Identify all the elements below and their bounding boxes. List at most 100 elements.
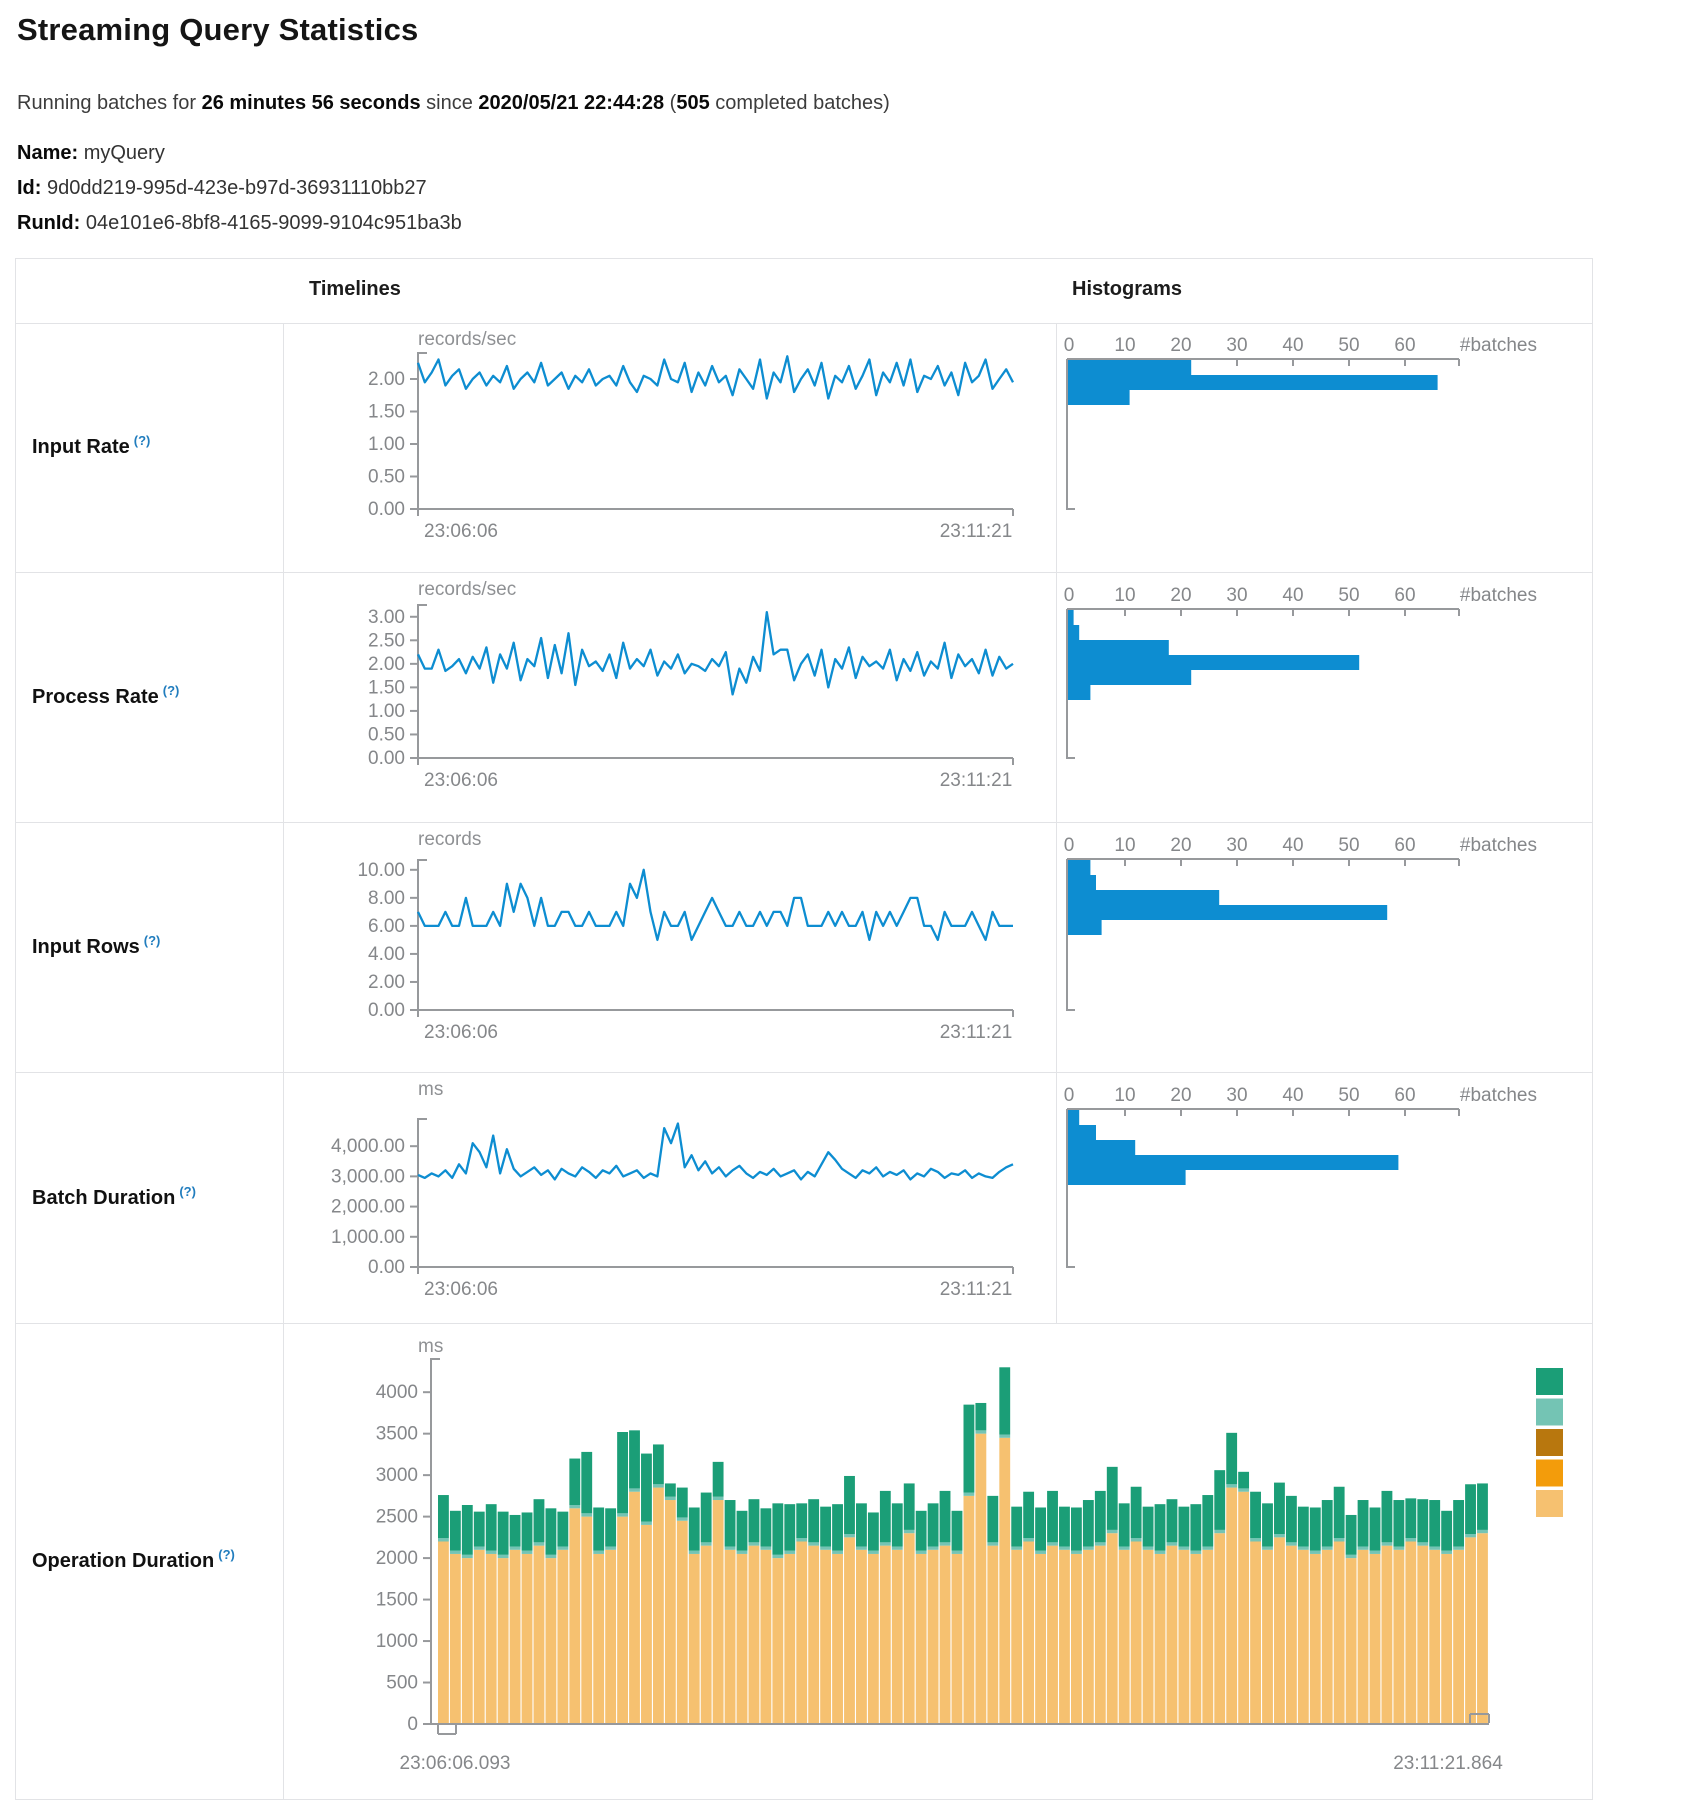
operation-duration-chart-cell: ms 4000 3500 3000 2500 2000 1500 1000 500 0 23:06:… (283, 1324, 1592, 1799)
process-rate-timeline-cell: records/sec 3.00 2.50 2.00 1.50 1.00 0.50 0.00 2… (283, 573, 1056, 822)
svg-text:40: 40 (1282, 1085, 1303, 1106)
operation-duration-stacked-chart: ms 4000 3500 3000 2500 2000 1500 1000 500 0 23:06:… (376, 1336, 1563, 1774)
running-batches-summary: Running batches for 26 minutes 56 second… (17, 92, 890, 115)
svg-text:0.50: 0.50 (368, 467, 405, 488)
svg-text:2.00: 2.00 (368, 369, 405, 390)
timelines-column-header: Timelines (309, 278, 401, 300)
svg-text:23:11:21: 23:11:21 (940, 770, 1013, 791)
svg-text:2500: 2500 (376, 1507, 418, 1528)
input-rate-histogram-chart: 0 10 20 30 40 50 60 #batches (1064, 335, 1537, 510)
svg-text:23:06:06: 23:06:06 (424, 770, 498, 791)
svg-text:4000: 4000 (376, 1382, 418, 1403)
svg-text:4.00: 4.00 (368, 944, 405, 965)
operation-duration-help-icon[interactable]: (?) (218, 1547, 235, 1562)
svg-text:0: 0 (407, 1714, 418, 1735)
svg-text:10: 10 (1114, 585, 1135, 606)
batch-duration-histogram-chart: 0 10 20 30 40 50 60 #batches (1064, 1085, 1537, 1268)
svg-text:6.00: 6.00 (368, 916, 405, 937)
query-name-row: Name: myQuery (17, 136, 462, 171)
svg-text:20: 20 (1170, 1085, 1191, 1106)
svg-text:3500: 3500 (376, 1424, 418, 1445)
svg-text:40: 40 (1282, 585, 1303, 606)
summary-suffix: completed batches) (715, 92, 890, 114)
svg-text:23:06:06: 23:06:06 (424, 1022, 498, 1043)
summary-batch-count: 505 (676, 92, 710, 114)
svg-text:1500: 1500 (376, 1590, 418, 1611)
input-rows-help-icon[interactable]: (?) (143, 933, 161, 948)
svg-text:50: 50 (1338, 1085, 1359, 1106)
svg-text:20: 20 (1170, 835, 1191, 856)
input-rate-timeline-cell: records/sec 2.00 1.50 1.00 0.50 0.00 23:06:06 2… (283, 323, 1056, 572)
svg-text:records/sec: records/sec (418, 329, 516, 350)
svg-text:3000: 3000 (376, 1465, 418, 1486)
svg-text:10: 10 (1114, 1085, 1135, 1106)
svg-text:1000: 1000 (376, 1631, 418, 1652)
svg-text:#batches: #batches (1460, 835, 1537, 856)
runid-value: 04e101e6-8bf8-4165-9099-9104c951ba3b (85, 212, 462, 234)
query-id-row: Id: 9d0dd219-995d-423e-b97d-36931110bb27 (17, 171, 462, 206)
svg-text:1.00: 1.00 (368, 701, 405, 722)
input-rate-label: Input Rate (?) (16, 323, 284, 572)
svg-text:2.00: 2.00 (368, 654, 405, 675)
input-rows-row: Input Rows (?) records 10.00 8.00 6.00 4.00 2.… (16, 823, 1592, 1073)
svg-text:10: 10 (1114, 835, 1135, 856)
legend-swatch-3 (1536, 1459, 1563, 1487)
svg-text:60: 60 (1394, 585, 1415, 606)
batch-duration-help-icon[interactable]: (?) (179, 1183, 196, 1199)
input-rows-timeline-chart: records 10.00 8.00 6.00 4.00 2.00 0.00 23:06:06… (357, 829, 1014, 1043)
batch-duration-histogram-cell: 0 10 20 30 40 50 60 #batches (1056, 1073, 1593, 1323)
svg-text:3.00: 3.00 (368, 607, 405, 628)
input-rate-histogram-cell: 0 10 20 30 40 50 60 #batches (1056, 323, 1593, 572)
svg-text:50: 50 (1338, 335, 1359, 356)
svg-text:23:06:06.093: 23:06:06.093 (400, 1753, 511, 1774)
svg-text:0.00: 0.00 (368, 748, 405, 769)
svg-text:23:11:21.864: 23:11:21.864 (1393, 1753, 1503, 1774)
histograms-column-header: Histograms (1072, 278, 1183, 300)
svg-text:2,000.00: 2,000.00 (331, 1197, 405, 1218)
svg-text:30: 30 (1226, 1085, 1247, 1106)
input-rows-label: Input Rows (?) (16, 823, 284, 1072)
svg-text:ms: ms (418, 1336, 443, 1357)
svg-text:1.50: 1.50 (368, 677, 405, 698)
svg-text:23:06:06: 23:06:06 (424, 1279, 498, 1300)
svg-text:40: 40 (1282, 335, 1303, 356)
svg-text:500: 500 (386, 1673, 418, 1694)
id-label: Id: (17, 177, 42, 199)
summary-paren: ( (669, 92, 677, 114)
svg-text:0: 0 (1064, 835, 1075, 856)
batch-duration-row: Batch Duration (?) ms 4,000.00 3,000.00 2,00… (16, 1073, 1592, 1324)
svg-text:60: 60 (1394, 335, 1415, 356)
svg-text:#batches: #batches (1460, 585, 1537, 606)
name-label: Name: (17, 142, 79, 164)
process-rate-label: Process Rate (?) (16, 573, 284, 822)
svg-text:30: 30 (1226, 585, 1247, 606)
input-rows-timeline-cell: records 10.00 8.00 6.00 4.00 2.00 0.00 23:06:06… (283, 823, 1056, 1072)
page-title: Streaming Query Statistics (17, 12, 419, 47)
svg-text:3,000.00: 3,000.00 (331, 1166, 405, 1187)
svg-text:40: 40 (1282, 835, 1303, 856)
svg-text:20: 20 (1170, 335, 1191, 356)
process-rate-histogram-cell: 0 10 20 30 40 50 60 #batches (1056, 573, 1593, 822)
svg-text:50: 50 (1338, 585, 1359, 606)
input-rows-histogram-cell: 0 10 20 30 40 50 60 #batches (1056, 823, 1593, 1072)
process-rate-help-icon[interactable]: (?) (162, 683, 180, 698)
svg-text:23:11:21: 23:11:21 (940, 1279, 1013, 1300)
query-runid-row: RunId: 04e101e6-8bf8-4165-9099-9104c951b… (17, 206, 462, 241)
svg-text:ms: ms (418, 1079, 443, 1100)
input-rate-timeline-chart: records/sec 2.00 1.50 1.00 0.50 0.00 23:06:06 2… (368, 329, 1015, 542)
input-rate-help-icon[interactable]: (?) (133, 433, 151, 448)
svg-text:10: 10 (1114, 335, 1135, 356)
svg-text:0.00: 0.00 (368, 1000, 405, 1021)
svg-text:1,000.00: 1,000.00 (331, 1227, 405, 1248)
legend-swatch-4 (1536, 1490, 1563, 1517)
summary-mid: since (426, 92, 473, 114)
input-rate-row: Input Rate (?) records/sec 2.00 1.50 1.00 0.5… (16, 323, 1592, 573)
legend-swatch-2 (1536, 1429, 1563, 1456)
process-rate-row: Process Rate (?) records/sec 3.00 2.50 2.00 1… (16, 573, 1592, 823)
legend-swatch-0 (1536, 1368, 1563, 1395)
svg-text:records/sec: records/sec (418, 579, 516, 600)
svg-text:0: 0 (1064, 585, 1075, 606)
svg-text:8.00: 8.00 (368, 888, 405, 909)
query-metadata: Name: myQuery Id: 9d0dd219-995d-423e-b97… (17, 136, 462, 241)
svg-text:2.50: 2.50 (368, 630, 405, 651)
